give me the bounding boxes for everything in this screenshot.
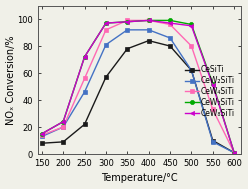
CeW₈SiTi [104,22,107,24]
CeSiTi [190,69,193,71]
CeW₈SiTi [147,19,150,22]
CeSiTi [211,139,214,142]
CeW₄SiTi [169,23,172,26]
CeW₇SiTi [147,19,150,22]
CeSiTi [169,45,172,47]
CeW₇SiTi [104,22,107,24]
CeW₇SiTi [169,19,172,22]
CeSiTi [147,40,150,42]
CeW₂SiTi [126,29,129,31]
CeW₂SiTi [40,135,43,138]
CeW₈SiTi [169,22,172,24]
CeW₄SiTi [190,45,193,47]
CeSiTi [104,76,107,78]
CeW₂SiTi [147,29,150,31]
CeW₈SiTi [62,121,65,123]
CeW₈SiTi [211,84,214,86]
CeW₄SiTi [40,134,43,136]
CeW₇SiTi [211,83,214,85]
CeW₂SiTi [211,141,214,143]
CeW₂SiTi [104,43,107,46]
Line: CeSiTi: CeSiTi [40,39,236,155]
Line: CeW₈SiTi: CeW₈SiTi [40,18,236,155]
CeSiTi [62,141,65,143]
CeW₇SiTi [233,152,236,154]
CeW₈SiTi [83,56,86,58]
CeW₄SiTi [83,77,86,80]
Legend: CeSiTi, CeW₂SiTi, CeW₄SiTi, CeW₇SiTi, CeW₈SiTi: CeSiTi, CeW₂SiTi, CeW₄SiTi, CeW₇SiTi, Ce… [184,64,237,119]
CeW₄SiTi [62,126,65,128]
X-axis label: Temperature/°C: Temperature/°C [101,174,177,184]
CeW₄SiTi [233,152,236,154]
CeW₂SiTi [169,37,172,39]
CeW₇SiTi [40,133,43,135]
CeW₇SiTi [62,121,65,123]
CeW₈SiTi [126,21,129,23]
Y-axis label: NOₓ Conversion/%: NOₓ Conversion/% [5,35,16,125]
CeW₈SiTi [190,25,193,27]
CeW₂SiTi [233,152,236,154]
CeSiTi [233,152,236,154]
CeSiTi [40,142,43,144]
CeW₇SiTi [190,23,193,26]
CeW₂SiTi [83,91,86,93]
CeSiTi [83,123,86,125]
CeW₇SiTi [126,21,129,23]
CeW₄SiTi [104,29,107,31]
CeW₂SiTi [62,126,65,128]
Line: CeW₄SiTi: CeW₄SiTi [40,18,236,155]
Line: CeW₂SiTi: CeW₂SiTi [40,28,236,155]
Line: CeW₇SiTi: CeW₇SiTi [40,18,236,155]
CeW₄SiTi [126,19,129,22]
CeW₈SiTi [40,133,43,135]
CeW₇SiTi [83,56,86,58]
CeW₄SiTi [211,108,214,111]
CeW₂SiTi [190,69,193,71]
CeW₄SiTi [147,19,150,22]
CeSiTi [126,48,129,50]
CeW₈SiTi [233,152,236,154]
